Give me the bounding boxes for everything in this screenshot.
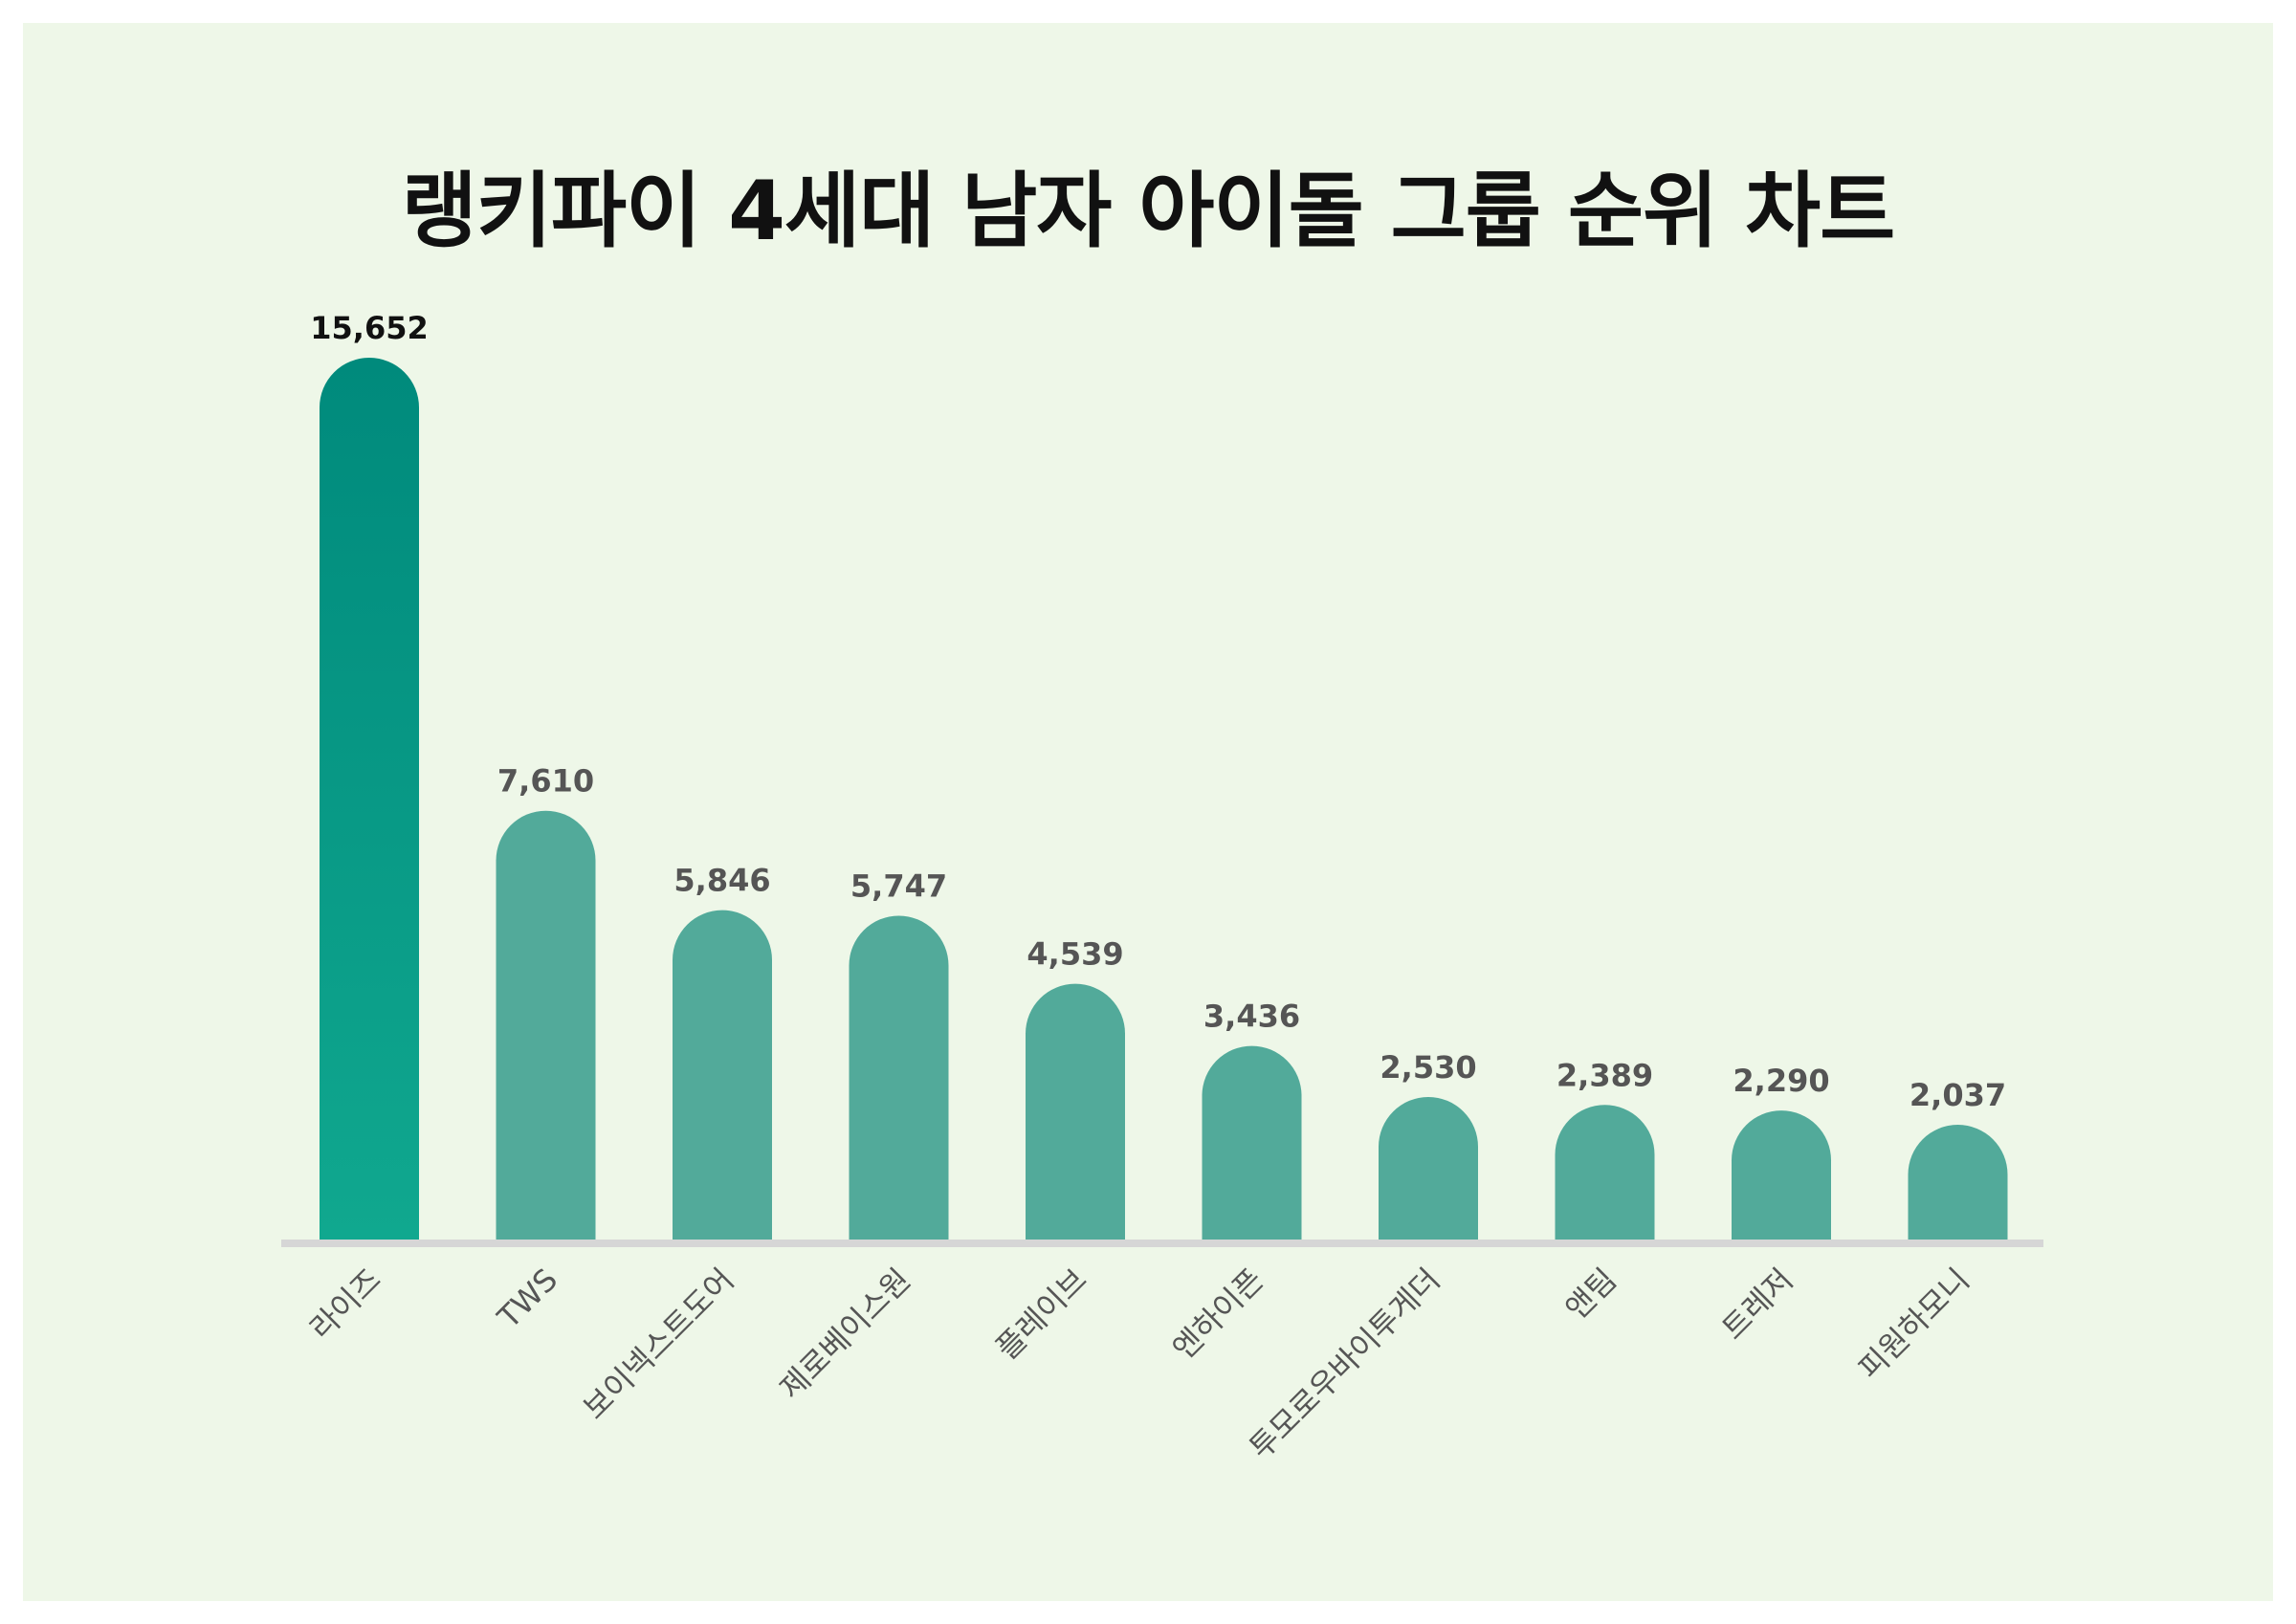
bar-6: [1202, 1045, 1302, 1240]
value-label-8: 2,389: [1556, 1057, 1653, 1093]
category-label-1: 라이즈: [302, 1262, 387, 1347]
bar-5: [1026, 983, 1125, 1240]
category-label-8: 앤팀: [1558, 1262, 1624, 1328]
value-label-6: 3,436: [1203, 999, 1300, 1035]
bar-7: [1379, 1096, 1478, 1240]
bar-4: [849, 915, 949, 1240]
value-label-10: 2,037: [1910, 1077, 2006, 1113]
bar-1: [320, 358, 419, 1240]
category-label-6: 엔하이픈: [1165, 1262, 1270, 1367]
value-label-2: 7,610: [497, 763, 594, 800]
value-label-4: 5,747: [850, 867, 947, 904]
chart-title: 랭키파이 4세대 남자 아이돌 그룹 순위 차트: [401, 164, 1896, 259]
bar-8: [1555, 1105, 1655, 1240]
category-label-5: 플레이브: [989, 1262, 1094, 1367]
category-label-2: TWS: [490, 1262, 564, 1336]
value-label-1: 15,652: [310, 310, 428, 346]
bar-9: [1732, 1110, 1831, 1240]
category-label-10: 피원하모니: [1851, 1262, 1976, 1387]
category-label-7: 투모로우바이투게더: [1242, 1262, 1446, 1466]
value-label-7: 2,530: [1380, 1049, 1476, 1086]
x-axis-baseline: [281, 1240, 2043, 1247]
bar-2: [496, 810, 596, 1240]
value-label-9: 2,290: [1733, 1063, 1829, 1099]
bars-layer: [320, 358, 2008, 1240]
category-label-3: 보이넥스트도어: [576, 1262, 741, 1427]
category-label-9: 트레저: [1714, 1262, 1799, 1347]
value-label-3: 5,846: [673, 863, 770, 899]
category-label-4: 제로베이스원: [772, 1262, 917, 1407]
value-label-5: 4,539: [1027, 936, 1123, 973]
bar-3: [673, 910, 772, 1240]
bar-10: [1908, 1125, 2008, 1240]
